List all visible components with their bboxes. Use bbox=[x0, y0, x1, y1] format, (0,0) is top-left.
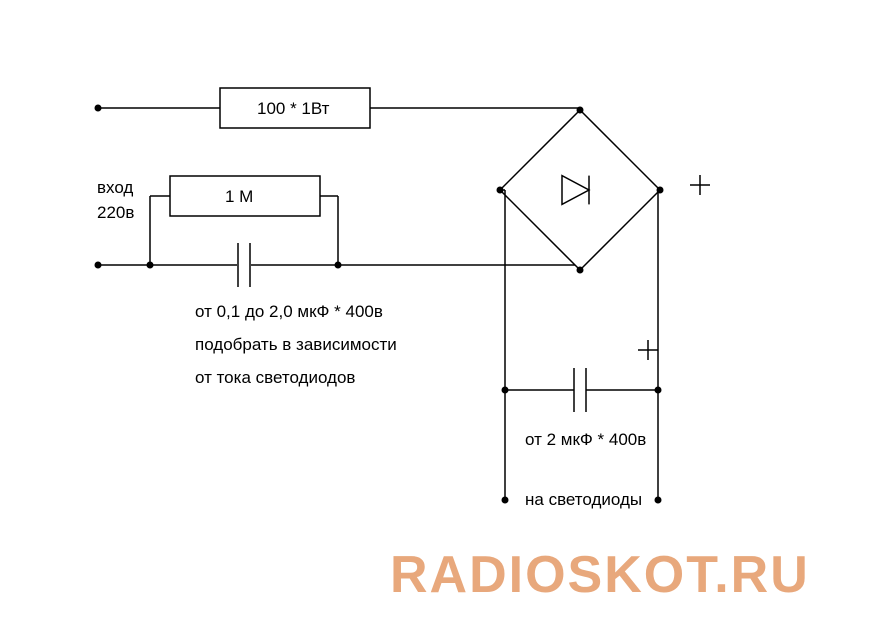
watermark: RADIOSKOT.RU bbox=[390, 545, 810, 605]
cap1-line2: подобрать в зависимости bbox=[195, 335, 397, 355]
input-label-1: вход bbox=[97, 178, 133, 198]
input-label-2: 220в bbox=[97, 203, 134, 223]
cap1-line1: от 0,1 до 2,0 мкФ * 400в bbox=[195, 302, 383, 322]
cap1-line3: от тока светодиодов bbox=[195, 368, 355, 388]
output-label: на светодиоды bbox=[525, 490, 642, 510]
cap2-label: от 2 мкФ * 400в bbox=[525, 430, 646, 450]
resistor-2-label: 1 М bbox=[225, 187, 253, 207]
resistor-1-label: 100 * 1Вт bbox=[257, 99, 329, 119]
circuit-diagram bbox=[0, 0, 877, 620]
